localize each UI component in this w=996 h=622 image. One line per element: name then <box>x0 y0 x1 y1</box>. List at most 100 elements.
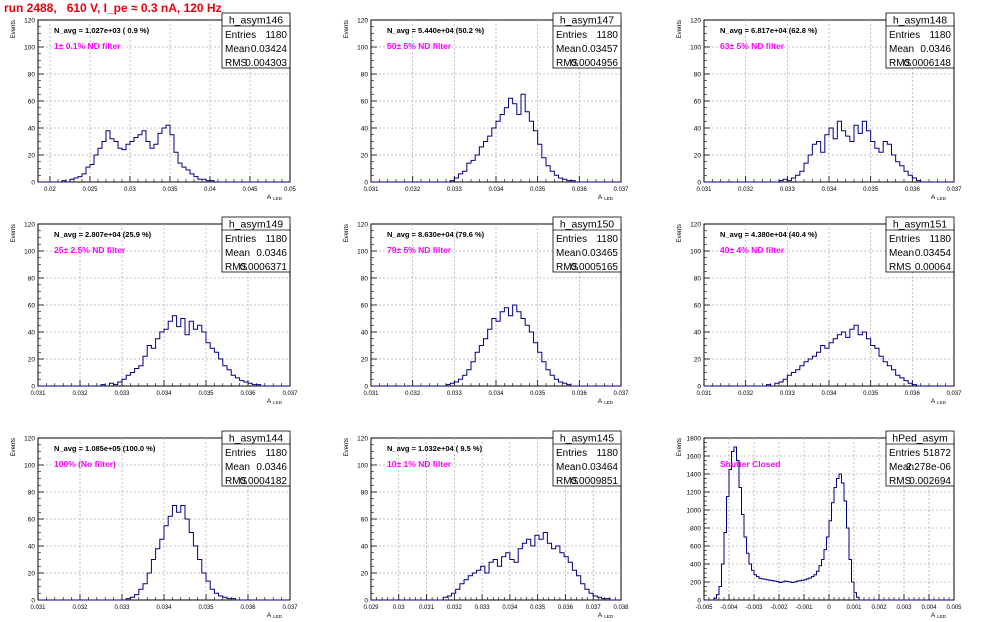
histogram-line <box>704 324 954 387</box>
histogram-bin <box>812 144 816 182</box>
histogram-bin <box>518 549 522 600</box>
histogram-bin <box>825 135 829 182</box>
histogram-bin <box>231 375 235 386</box>
x-tick-label: 0.031 <box>30 605 46 611</box>
histogram-bin <box>552 549 556 600</box>
histogram-bin <box>546 166 550 182</box>
histogram-bin <box>168 516 172 600</box>
y-tick-label: 120 <box>24 222 35 229</box>
stat-label: Entries <box>556 448 587 459</box>
y-axis-label: Events <box>677 438 683 456</box>
x-tick-label: 0.032 <box>72 605 88 611</box>
stat-value: 0.0004956 <box>571 58 619 69</box>
stat-value: 0.0006371 <box>240 262 288 273</box>
histogram-bin <box>135 368 139 386</box>
histogram-bin <box>488 329 492 386</box>
histogram-bin <box>142 131 146 182</box>
histogram-bin <box>871 346 875 387</box>
y-tick-label: 1200 <box>687 490 702 497</box>
x-tick-label: 0.037 <box>613 187 629 193</box>
histogram-bin <box>78 177 82 182</box>
histogram-bin <box>783 379 787 386</box>
histogram-bin <box>172 316 176 386</box>
x-tick-label: 0.038 <box>613 605 629 611</box>
histogram-bin <box>146 142 150 183</box>
stat-value: 51872 <box>923 448 951 459</box>
histogram-pad-hPed_asym: 0 200 400 600 800 1000 1200 1400 1600 1800 -0.005 -… <box>677 430 962 619</box>
x-tick-label: 0.035 <box>530 391 546 397</box>
y-tick-label: 100 <box>690 45 701 52</box>
stat-label: RMS <box>889 262 912 273</box>
histogram-bin <box>102 142 106 183</box>
histogram-bin <box>585 589 589 600</box>
x-tick-label: 0.037 <box>282 605 298 611</box>
histogram-bin <box>904 171 908 182</box>
stat-value: 0.0346 <box>256 462 287 473</box>
histogram-bin <box>787 375 791 386</box>
stat-value: 1180 <box>265 30 287 41</box>
histogram-bin <box>560 553 564 600</box>
histogram-bin <box>809 578 812 600</box>
y-tick-label: 80 <box>361 72 369 79</box>
x-tick-label: 0.05 <box>284 187 296 193</box>
y-tick-label: 0 <box>364 598 368 605</box>
histogram-bin <box>484 339 488 386</box>
histogram-bin <box>559 382 563 386</box>
histogram-bin <box>896 375 900 386</box>
histogram-bin <box>166 125 170 182</box>
y-tick-label: 40 <box>28 126 36 133</box>
x-tick-label: 0.035 <box>198 605 214 611</box>
stat-value: 0.03464 <box>582 462 619 473</box>
histogram-bin <box>492 319 496 387</box>
histogram-bin <box>539 539 543 600</box>
histogram-bin <box>817 352 821 386</box>
histogram-bin <box>214 352 218 386</box>
stats-box <box>221 430 291 487</box>
y-tick-label: 0 <box>31 180 35 187</box>
y-tick-label: 100 <box>24 463 35 470</box>
stat-value: 0.0006148 <box>904 58 952 69</box>
histogram-bin <box>517 312 521 386</box>
x-tick-label: 0.033 <box>780 391 796 397</box>
histogram-bin <box>546 370 550 386</box>
histogram-bin <box>172 506 176 601</box>
histogram-bin <box>479 147 483 182</box>
y-tick-label: 100 <box>690 249 701 256</box>
histogram-bin <box>529 121 533 182</box>
y-tick-label: 20 <box>361 571 369 578</box>
y-tick-label: 60 <box>361 517 369 524</box>
x-tick-label: 0.032 <box>738 391 754 397</box>
x-tick-label: -0.001 <box>795 605 813 611</box>
histogram-bin <box>554 175 558 182</box>
histogram-bin <box>497 566 501 600</box>
x-tick-label: 0.033 <box>447 391 463 397</box>
histogram-bin <box>240 381 244 386</box>
histogram-bin <box>564 557 568 600</box>
stat-label: Mean <box>556 248 581 259</box>
histogram-bin <box>194 177 198 182</box>
histogram-line <box>371 304 621 387</box>
x-tick-label: 0.031 <box>419 605 435 611</box>
histogram-bin <box>799 581 802 600</box>
histogram-bin <box>550 171 554 182</box>
histogram-bin <box>808 155 812 182</box>
stat-value: 1180 <box>596 448 618 459</box>
histogram-bin <box>772 581 775 600</box>
stat-label: Mean <box>225 462 250 473</box>
x-tick-label: 0.035 <box>863 187 879 193</box>
histogram-name: h_asym147 <box>560 15 614 27</box>
histogram-bin <box>542 158 546 182</box>
histogram-bin <box>538 352 542 386</box>
x-tick-label: 0.03 <box>393 605 405 611</box>
histogram-bin <box>147 573 151 600</box>
x-tick-label: 0.037 <box>613 391 629 397</box>
histogram-bin <box>130 373 134 387</box>
histogram-line <box>704 120 954 183</box>
histogram-bin <box>796 370 800 386</box>
y-tick-label: 20 <box>28 357 36 364</box>
histogram-bin <box>858 133 862 182</box>
histogram-bin <box>581 584 585 600</box>
x-tick-label: 0.001 <box>846 605 862 611</box>
x-tick-label: 0.035 <box>162 187 178 193</box>
stat-value: 1180 <box>596 30 618 41</box>
